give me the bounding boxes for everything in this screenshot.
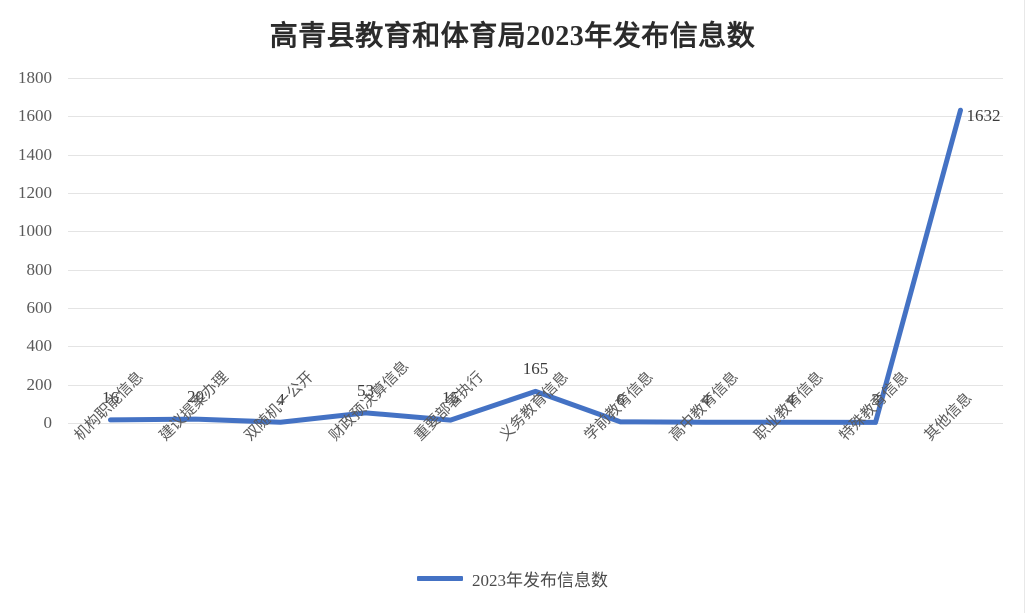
gridline [68, 154, 1003, 156]
data-label: 15 [442, 388, 459, 408]
data-label: 3 [871, 390, 880, 410]
gridline [68, 384, 1003, 386]
data-label: 1632 [966, 106, 1001, 126]
gridline [68, 269, 1003, 271]
data-label: 53 [357, 380, 374, 400]
y-tick-label: 1400 [18, 144, 52, 164]
legend-line-swatch [417, 576, 463, 581]
y-tick-label: 1200 [18, 183, 52, 202]
legend-label: 2023年发布信息数 [472, 571, 608, 590]
y-tick-label: 1600 [18, 106, 52, 126]
gridline [68, 78, 1003, 79]
data-label: 6 [616, 389, 625, 409]
gridline [68, 346, 1003, 348]
data-label: 20 [187, 387, 204, 407]
y-axis: 0 200 400 600 800 1000 1200 1400 1600 1800 [0, 68, 60, 432]
gridline [68, 308, 1003, 309]
y-tick-label: 200 [26, 374, 53, 394]
y-tick-label: 400 [26, 336, 53, 356]
gridline [68, 423, 1003, 424]
series-line-2023 [111, 110, 961, 422]
series-layer [68, 78, 1003, 423]
chart-legend: 2023年发布信息数 [0, 566, 1025, 591]
y-tick-label: 1000 [18, 221, 52, 241]
data-label: 4 [701, 390, 710, 410]
y-tick-label: 800 [26, 259, 53, 279]
y-tick-label: 1800 [18, 68, 52, 87]
data-label: 4 [276, 390, 285, 410]
data-label: 4 [786, 390, 795, 410]
data-label: 16 [102, 387, 119, 407]
chart-title: 高青县教育和体育局2023年发布信息数 [269, 21, 756, 52]
plot-area [68, 78, 1003, 424]
x-axis: 机构职能信息 建议提案办理 双随机一公开 财政预决算信息 重要部署执行 义务教育信息 学前教… [68, 359, 1003, 554]
data-label: 165 [522, 359, 549, 379]
data-labels-layer: 16 20 4 53 15 165 6 4 4 3 1632 [68, 78, 1003, 423]
gridline [68, 116, 1003, 118]
y-tick-label: 0 [43, 413, 53, 432]
y-tick-label: 600 [26, 298, 53, 317]
gridline [68, 193, 1003, 194]
gridline [68, 231, 1003, 233]
